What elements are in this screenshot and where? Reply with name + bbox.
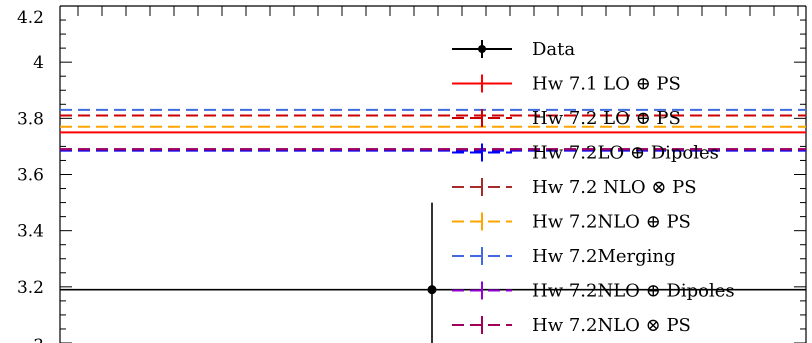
legend-label: Hw 7.1 LO ⊕ PS	[532, 74, 681, 95]
y-tick-label: 3	[33, 336, 44, 343]
legend-label: Hw 7.2NLO ⊕ Dipoles	[532, 281, 735, 302]
data-point	[427, 285, 437, 295]
y-tick-label: 4	[33, 53, 44, 73]
legend-label: Hw 7.2NLO ⊕ PS	[532, 212, 691, 233]
y-tick-label: 3.8	[17, 109, 44, 129]
legend-label: Hw 7.2 LO ⊕ PS	[532, 108, 681, 129]
y-tick-label: 3.4	[17, 222, 44, 242]
y-tick-label: 3.6	[17, 166, 44, 186]
legend-label: Hw 7.2NLO ⊗ PS	[532, 315, 691, 336]
y-tick-label: 4.2	[17, 8, 44, 28]
legend-marker-dot	[478, 45, 486, 53]
y-tick-label: 3.2	[17, 278, 44, 298]
legend-label: Hw 7.2LO ⊕ Dipoles	[532, 143, 719, 164]
legend-label: Hw 7.2 NLO ⊗ PS	[532, 177, 697, 198]
legend-label: Data	[532, 39, 575, 60]
legend-label: Hw 7.2Merging	[532, 246, 676, 267]
